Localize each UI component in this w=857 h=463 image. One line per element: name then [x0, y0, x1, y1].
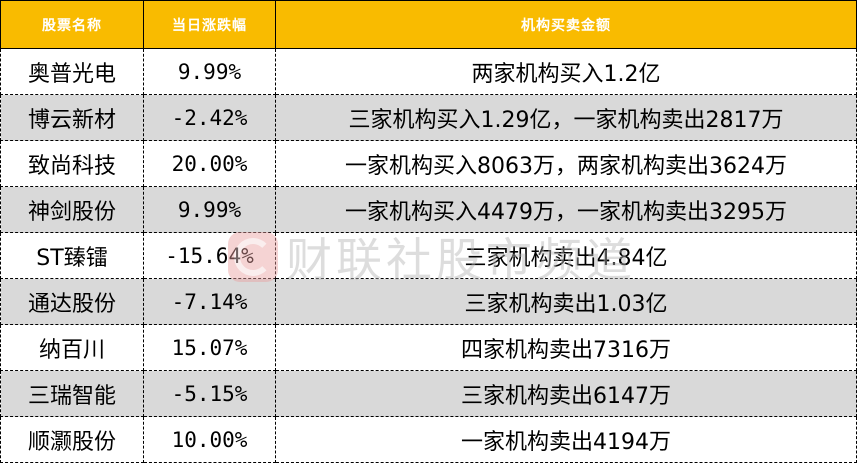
- table-row: 神剑股份 9.99% 一家机构买入4479万，一家机构卖出3295万: [0, 186, 857, 233]
- stock-name-cell: 致尚科技: [0, 140, 144, 187]
- table-row: ST臻镭 -15.64% 三家机构卖出4.84亿: [0, 232, 857, 279]
- daily-change-cell: 15.07%: [143, 324, 276, 371]
- daily-change-cell: -2.42%: [143, 94, 276, 141]
- header-stock-name: 股票名称: [0, 0, 144, 49]
- table-row: 奥普光电 9.99% 两家机构买入1.2亿: [0, 48, 857, 95]
- institution-amount-cell: 三家机构卖出4.84亿: [275, 232, 857, 279]
- stock-name-cell: 三瑞智能: [0, 370, 144, 417]
- daily-change-cell: 20.00%: [143, 140, 276, 187]
- institution-amount-cell: 三家机构买入1.29亿，一家机构卖出2817万: [275, 94, 857, 141]
- stock-name-cell: 顺灏股份: [0, 416, 144, 463]
- table-row: 致尚科技 20.00% 一家机构买入8063万，两家机构卖出3624万: [0, 140, 857, 187]
- institution-amount-cell: 四家机构卖出7316万: [275, 324, 857, 371]
- institution-amount-cell: 一家机构买入4479万，一家机构卖出3295万: [275, 186, 857, 233]
- daily-change-cell: 9.99%: [143, 186, 276, 233]
- table-row: 博云新材 -2.42% 三家机构买入1.29亿，一家机构卖出2817万: [0, 94, 857, 141]
- daily-change-cell: -15.64%: [143, 232, 276, 279]
- header-daily-change: 当日涨跌幅: [143, 0, 276, 49]
- daily-change-cell: 9.99%: [143, 48, 276, 95]
- institution-amount-cell: 三家机构卖出1.03亿: [275, 278, 857, 325]
- institution-amount-cell: 三家机构卖出6147万: [275, 370, 857, 417]
- daily-change-cell: -5.15%: [143, 370, 276, 417]
- institution-amount-cell: 一家机构卖出4194万: [275, 416, 857, 463]
- stock-name-cell: 通达股份: [0, 278, 144, 325]
- daily-change-cell: -7.14%: [143, 278, 276, 325]
- table-row: 顺灏股份 10.00% 一家机构卖出4194万: [0, 416, 857, 463]
- stock-name-cell: 纳百川: [0, 324, 144, 371]
- stock-name-cell: 神剑股份: [0, 186, 144, 233]
- institution-amount-cell: 两家机构买入1.2亿: [275, 48, 857, 95]
- stock-name-cell: 博云新材: [0, 94, 144, 141]
- header-institution-amount: 机构买卖金额: [275, 0, 857, 49]
- table-row: 纳百川 15.07% 四家机构卖出7316万: [0, 324, 857, 371]
- stock-name-cell: 奥普光电: [0, 48, 144, 95]
- header-row: 股票名称 当日涨跌幅 机构买卖金额: [0, 0, 857, 49]
- daily-change-cell: 10.00%: [143, 416, 276, 463]
- table-row: 通达股份 -7.14% 三家机构卖出1.03亿: [0, 278, 857, 325]
- institution-amount-cell: 一家机构买入8063万，两家机构卖出3624万: [275, 140, 857, 187]
- stock-name-cell: ST臻镭: [0, 232, 144, 279]
- table-row: 三瑞智能 -5.15% 三家机构卖出6147万: [0, 370, 857, 417]
